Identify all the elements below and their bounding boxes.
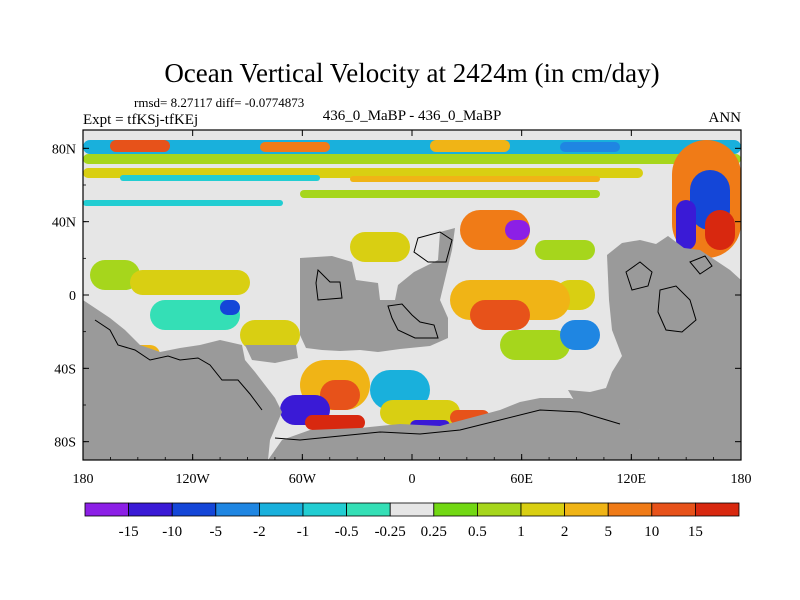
land-masses [83,228,741,460]
velocity-patch [83,154,741,164]
colorbar-label: -0.5 [335,524,359,540]
velocity-patches [83,140,741,432]
landmass-antarctica [268,398,640,460]
colorbar: -15 -10 -5 -2 -1 -0.5 -0.25 0.25 0.5 1 2 5 10 15 [84,502,740,540]
velocity-patch [90,260,140,290]
velocity-patch [470,300,530,330]
velocity-patch [430,140,510,152]
colorbar-swatch [564,502,609,517]
colorbar-swatch [302,502,347,517]
colorbar-swatch [258,502,304,517]
velocity-patch [110,140,170,152]
colorbar-label: 2 [561,524,569,540]
y-tick-label: 40S [54,362,76,377]
colorbar-label: 0.25 [421,524,447,540]
x-axis: 180 120W 60W 0 60E 120E 180 [73,130,752,487]
landmass-africa [300,228,455,352]
colorbar-label: -0.25 [375,524,406,540]
colorbar-label: -10 [162,524,182,540]
velocity-patch [130,270,250,295]
colorbar-label: 1 [517,524,525,540]
landmass-americas [83,300,282,460]
velocity-patch [560,320,600,350]
colorbar-swatch [476,502,522,517]
velocity-patch [676,200,696,250]
colorbar-swatch [651,502,696,517]
colorbar-swatch [695,502,740,517]
stats-line: rmsd= 8.27117 diff= -0.0774873 [134,95,304,110]
season-label: ANN [709,110,742,126]
velocity-patch [305,415,365,430]
velocity-patch [380,400,460,425]
velocity-patch [460,210,530,250]
colorbar-swatch [128,502,173,517]
colorbar-label: -1 [297,524,310,540]
experiment-label: Expt = tfKSj-tfKEj [83,112,198,128]
velocity-patch [300,190,600,198]
colorbar-swatch [433,502,478,517]
velocity-patch [560,142,620,152]
velocity-patch [150,300,240,330]
velocity-patch [260,142,330,152]
colorbar-label: -15 [119,524,139,540]
velocity-patch [350,232,410,262]
velocity-patch [505,220,530,240]
landmass-minor [245,345,298,363]
colorbar-swatch [607,502,653,517]
x-tick-label: 60E [510,472,533,487]
y-tick-label: 40N [52,216,76,231]
x-tick-label: 180 [73,472,94,487]
x-tick-label: 0 [409,472,416,487]
colorbar-label: 0.5 [468,524,487,540]
y-tick-label: 80S [54,436,76,451]
y-tick-label: 80N [52,142,76,157]
landmass-asia-australia [568,236,741,460]
velocity-patch [120,175,320,181]
colorbar-label: 10 [644,524,659,540]
x-tick-label: 120E [617,472,647,487]
colorbar-swatch [171,502,217,517]
colorbar-swatch [389,502,435,517]
x-tick-label: 180 [731,472,752,487]
velocity-patch [240,320,300,350]
case-label: 436_0_MaBP - 436_0_MaBP [323,108,502,124]
colorbar-label: 5 [604,524,612,540]
velocity-patch [220,300,240,315]
colorbar-label: -5 [210,524,223,540]
colorbar-swatch [520,502,565,517]
y-axis: 80N 40N 0 40S 80S [52,142,741,451]
x-tick-label: 60W [289,472,317,487]
velocity-patch [705,210,735,250]
y-tick-label: 0 [69,289,76,304]
velocity-patch [500,330,570,360]
colorbar-swatch [84,502,129,517]
velocity-patch [350,176,600,182]
x-tick-label: 120W [176,472,211,487]
velocity-patch [83,140,741,154]
chart-title: Ocean Vertical Velocity at 2424m (in cm/… [164,58,659,88]
colorbar-label: -2 [253,524,266,540]
colorbar-swatch [215,502,260,517]
velocity-patch [320,380,360,410]
colorbar-label: 15 [688,524,703,540]
coastline-outlines [94,231,713,441]
colorbar-swatch [346,502,391,517]
velocity-patch [535,240,595,260]
map-field [83,130,741,460]
velocity-patch [83,200,283,206]
